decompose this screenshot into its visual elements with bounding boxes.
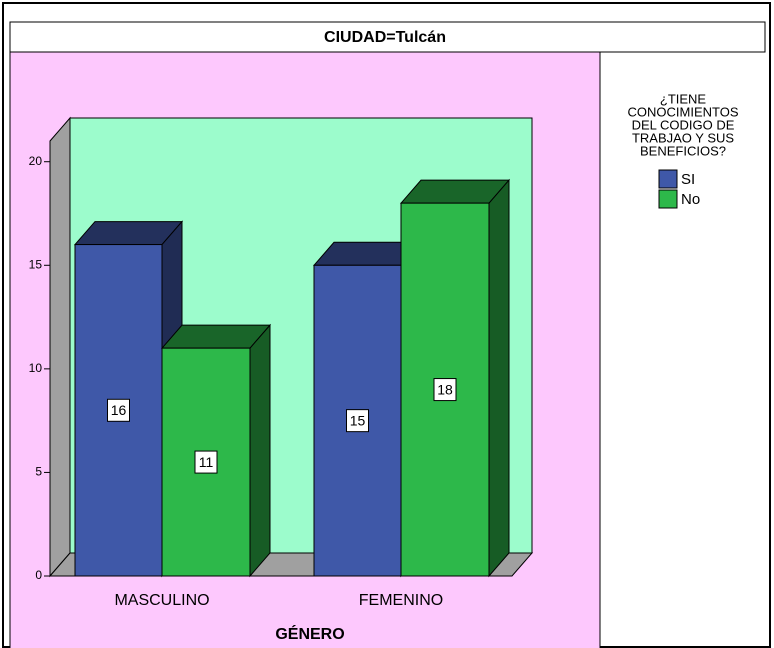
- value-label: 18: [437, 381, 453, 397]
- legend-title: TRABJAO Y SUS: [632, 130, 734, 145]
- value-label-box: [346, 409, 369, 433]
- x-axis-label: GÉNERO: [275, 624, 344, 643]
- y-tick-label: 20: [29, 154, 43, 168]
- value-label-box: [433, 378, 457, 402]
- legend-swatch: [658, 169, 678, 189]
- value-label: 16: [111, 402, 127, 418]
- bar-side: [249, 323, 271, 578]
- legend-title: BENEFICIOS?: [640, 143, 726, 158]
- side-wall: [49, 116, 71, 578]
- x-tick-label: FEMENINO: [359, 592, 443, 609]
- value-label-box: [194, 450, 218, 474]
- bar-side: [488, 178, 510, 578]
- y-tick-label: 5: [35, 465, 42, 479]
- legend-label: SI: [681, 171, 695, 188]
- y-tick-label: 15: [29, 257, 43, 271]
- value-label: 15: [350, 412, 366, 428]
- y-tick-label: 10: [29, 361, 43, 375]
- title-bar: [9, 21, 766, 53]
- legend-title: CONOCIMIENTOS: [628, 104, 739, 119]
- legend-title: ¿TIENE: [660, 91, 707, 106]
- value-label: 11: [199, 454, 214, 470]
- legend-label: No: [681, 191, 700, 208]
- legend-title: DEL CODIGO DE: [632, 117, 735, 132]
- value-label-box: [107, 398, 130, 422]
- chart-title: CIUDAD=Tulcán: [324, 29, 446, 46]
- legend-swatch: [658, 189, 678, 209]
- x-tick-label: MASCULINO: [114, 592, 209, 609]
- y-tick-label: 0: [35, 568, 42, 582]
